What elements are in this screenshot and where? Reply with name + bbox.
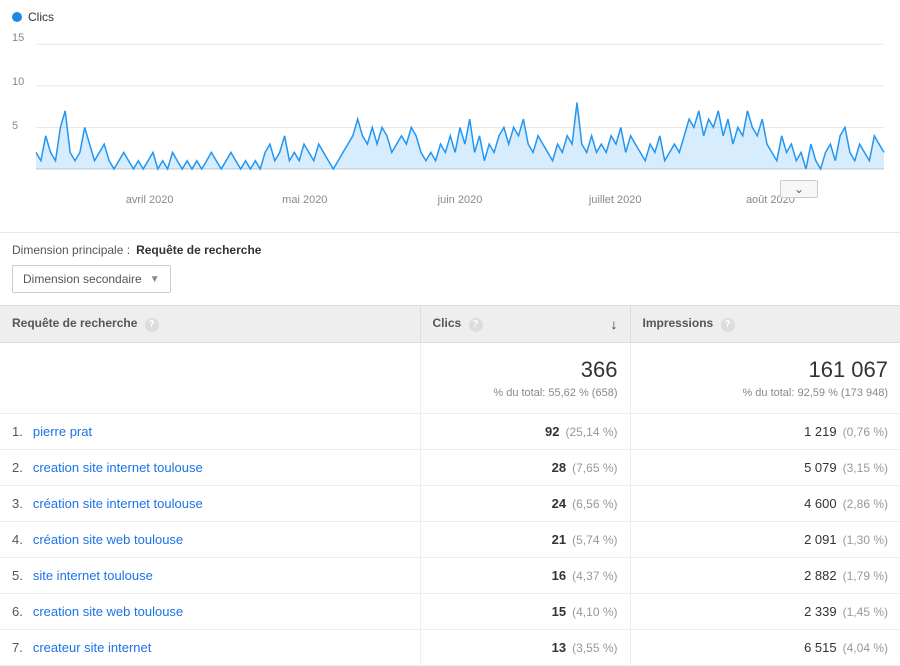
row-impressions-pct: (0,76 %) [843,425,888,439]
y-tick: 5 [12,120,18,132]
secondary-dimension-label: Dimension secondaire [23,272,142,286]
row-impressions-pct: (1,30 %) [843,533,888,547]
row-impressions: 2 091 [804,532,837,547]
chart-area: Clics 15 10 5 ⌄ avril 2020 mai 2020 juin… [0,0,900,206]
row-clicks-pct: (5,74 %) [572,533,617,547]
total-impressions: 161 067 [643,357,889,383]
x-label: juillet 2020 [538,194,693,206]
primary-dimension-row: Dimension principale : Requête de recher… [0,233,900,265]
totals-row: 366 % du total: 55,62 % (658) 161 067 % … [0,342,900,413]
x-label: août 2020 [693,194,848,206]
y-axis: 15 10 5 [12,30,32,170]
row-clicks-pct: (3,55 %) [572,641,617,655]
row-index: 6. [12,604,23,619]
table-row[interactable]: 1. pierre prat 92 (25,14 %) 1 219 (0,76 %) [0,413,900,449]
row-query[interactable]: createur site internet [33,640,152,655]
x-label: mai 2020 [227,194,382,206]
table-row[interactable]: 5. site internet toulouse 16 (4,37 %) 2 882 (… [0,557,900,593]
legend-label: Clics [28,10,54,24]
secondary-dimension-button[interactable]: Dimension secondaire ▼ [12,265,171,293]
table-row[interactable]: 4. création site web toulouse 21 (5,74 %) 2 … [0,521,900,557]
row-index: 4. [12,532,23,547]
chevron-down-icon: ▼ [150,274,160,285]
row-impressions: 4 600 [804,496,837,511]
col-header-clicks-label: Clics [433,316,462,330]
row-index: 5. [12,568,23,583]
col-header-impressions-label: Impressions [643,316,714,330]
row-index: 7. [12,640,23,655]
row-impressions: 1 219 [804,424,837,439]
row-query[interactable]: création site web toulouse [33,532,183,547]
chart-pager[interactable]: ⌄ [780,180,818,198]
row-impressions-pct: (2,86 %) [843,497,888,511]
row-clicks: 21 [552,532,566,547]
row-index: 2. [12,460,23,475]
row-impressions-pct: (4,04 %) [843,641,888,655]
dimension-label: Dimension principale : [12,243,130,257]
row-clicks-pct: (25,14 %) [565,425,617,439]
row-clicks: 92 [545,424,559,439]
line-chart[interactable] [12,30,888,175]
data-table: Requête de recherche ? Clics ? ↓ Impress… [0,305,900,666]
y-tick: 15 [12,32,24,44]
help-icon[interactable]: ? [145,318,159,332]
row-impressions-pct: (1,45 %) [843,605,888,619]
row-impressions: 6 515 [804,640,837,655]
col-header-query[interactable]: Requête de recherche ? [0,306,420,343]
row-query[interactable]: pierre prat [33,424,92,439]
x-label: juin 2020 [382,194,537,206]
row-impressions: 2 882 [804,568,837,583]
table-row[interactable]: 2. creation site internet toulouse 28 (7,65… [0,449,900,485]
row-impressions-pct: (1,79 %) [843,569,888,583]
x-axis: avril 2020 mai 2020 juin 2020 juillet 20… [12,190,888,206]
table-row[interactable]: 7. createur site internet 13 (3,55 %) 6 515 (… [0,629,900,665]
y-tick: 10 [12,76,24,88]
row-index: 3. [12,496,23,511]
row-impressions: 5 079 [804,460,837,475]
total-clicks-sub: % du total: 55,62 % (658) [433,387,618,399]
row-clicks-pct: (7,65 %) [572,461,617,475]
help-icon[interactable]: ? [469,318,483,332]
row-index: 1. [12,424,23,439]
col-header-impressions[interactable]: Impressions ? [630,306,900,343]
col-header-clicks[interactable]: Clics ? ↓ [420,306,630,343]
total-impressions-sub: % du total: 92,59 % (173 948) [643,387,889,399]
chart-legend: Clics [12,10,888,24]
sort-desc-icon: ↓ [611,316,618,332]
row-clicks: 15 [552,604,566,619]
dimension-active[interactable]: Requête de recherche [136,243,261,257]
chevron-down-icon: ⌄ [794,182,804,196]
row-clicks-pct: (4,37 %) [572,569,617,583]
row-query[interactable]: site internet toulouse [33,568,153,583]
row-clicks-pct: (6,56 %) [572,497,617,511]
row-impressions: 2 339 [804,604,837,619]
col-header-query-label: Requête de recherche [12,316,137,330]
total-clicks: 366 [433,357,618,383]
row-query[interactable]: création site internet toulouse [33,496,203,511]
row-clicks-pct: (4,10 %) [572,605,617,619]
x-label: avril 2020 [72,194,227,206]
row-clicks: 28 [552,460,566,475]
chart-wrap: 15 10 5 ⌄ [12,30,888,190]
row-query[interactable]: creation site web toulouse [33,604,183,619]
table-row[interactable]: 3. création site internet toulouse 24 (6,56… [0,485,900,521]
table-row[interactable]: 6. creation site web toulouse 15 (4,10 %) 2 … [0,593,900,629]
row-clicks: 24 [552,496,566,511]
row-query[interactable]: creation site internet toulouse [33,460,203,475]
help-icon[interactable]: ? [721,318,735,332]
row-clicks: 16 [552,568,566,583]
row-impressions-pct: (3,15 %) [843,461,888,475]
legend-dot-icon [12,12,22,22]
row-clicks: 13 [552,640,566,655]
